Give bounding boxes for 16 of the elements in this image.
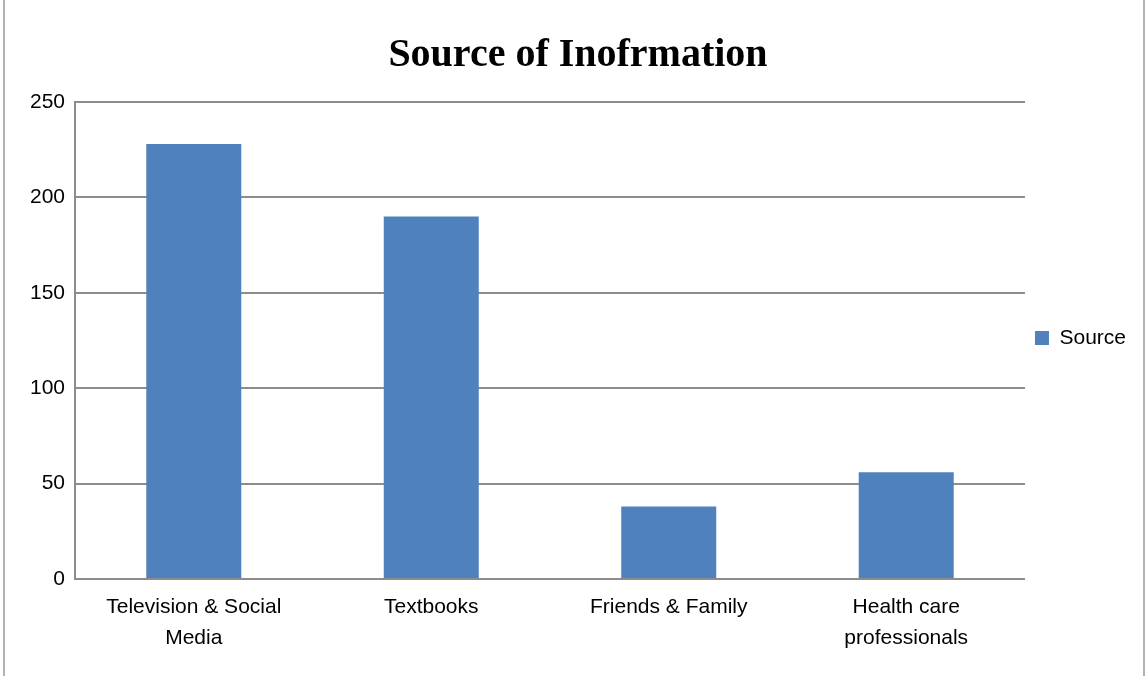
y-tick-label: 0 xyxy=(53,565,66,589)
bar xyxy=(621,506,717,578)
y-tick-label: 150 xyxy=(29,279,66,303)
x-tick-label: Friends & Family xyxy=(589,593,749,617)
bar xyxy=(146,143,242,578)
chart-title: Source of Inofrmation xyxy=(388,30,768,76)
bar xyxy=(383,216,479,578)
y-tick-label: 100 xyxy=(29,375,66,398)
bar xyxy=(858,472,954,578)
y-tick-label: 250 xyxy=(29,88,66,112)
x-tick-label: Health care professionals xyxy=(844,593,969,649)
x-tick-label: Television & Social Media xyxy=(106,593,282,649)
x-tick-label: Textbooks xyxy=(383,593,479,617)
legend-label: Source xyxy=(1059,324,1127,348)
y-tick-label: 200 xyxy=(29,184,66,208)
y-tick-label: 50 xyxy=(41,470,66,494)
